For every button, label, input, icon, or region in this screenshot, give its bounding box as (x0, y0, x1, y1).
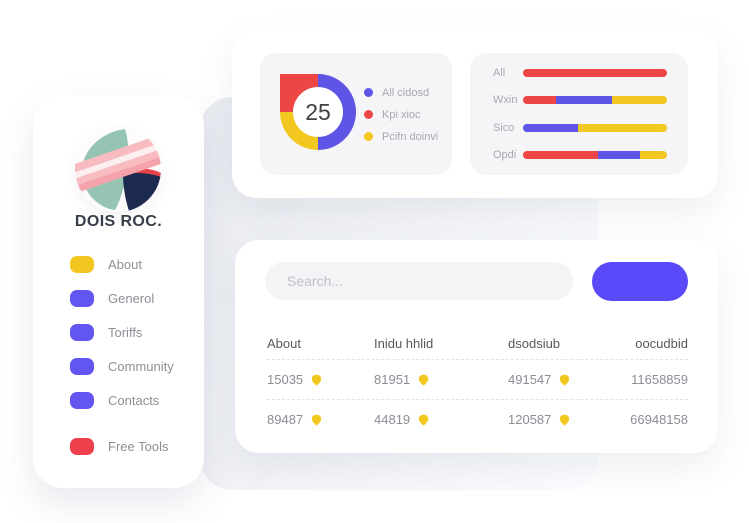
stacked-bar (523, 96, 667, 105)
sidebar-item-contacts[interactable]: Contacts (70, 383, 196, 417)
search-input[interactable] (265, 262, 573, 300)
shield-badge-icon (418, 414, 429, 425)
bar-row-wxin: Wxin (493, 94, 667, 106)
sidebar-item-generol[interactable]: Generol (70, 281, 196, 315)
legend-item: All cidosd (364, 86, 438, 99)
table-cell: 15035 (267, 372, 374, 387)
contacts-blob-icon (70, 388, 99, 409)
column-header: dsodsiub (508, 336, 561, 351)
shield-badge-icon (560, 374, 570, 385)
column-header: oocudbid (635, 336, 688, 351)
sidebar-menu: About Generol Toriffs Community Contacts… (70, 247, 196, 463)
stacked-bar (523, 69, 667, 77)
table-cell: 81951 (374, 372, 508, 387)
shield-badge-icon (311, 414, 322, 425)
table-cell: 44819 (374, 412, 508, 427)
brand-logo-icon (75, 126, 161, 212)
stats-card: 25 All cidosd Kpi xioc Pcifn doinvi (232, 30, 718, 198)
legend-item: Kpi xioc (364, 108, 438, 121)
bar-row-all: All (493, 67, 667, 79)
sidebar-item-community[interactable]: Community (70, 349, 196, 383)
legend-dot (364, 110, 373, 119)
toriffs-blob-icon (70, 320, 99, 341)
brand-name: DOIS ROC. (74, 213, 163, 230)
shield-badge-icon (311, 374, 322, 385)
sidebar-item-toriffs[interactable]: Toriffs (70, 315, 196, 349)
bar-row-sico: Sico (493, 122, 667, 134)
legend-dot (364, 88, 373, 97)
table-cell: 89487 (267, 412, 374, 427)
legend-item: Pcifn doinvi (364, 130, 438, 143)
donut-legend: All cidosd Kpi xioc Pcifn doinvi (364, 86, 438, 143)
bar-row-opdi: Opdi (493, 149, 667, 161)
stacked-bar (523, 150, 667, 159)
table-header-row: About Inidu hhlid dsodsiub oocudbid (267, 328, 688, 359)
table-card: About Inidu hhlid dsodsiub oocudbid 1503… (235, 240, 718, 453)
sidebar-item-free-tools[interactable]: Free Tools (70, 429, 196, 463)
stacked-bars-chart: All Wxin Sico Opdi (493, 67, 667, 161)
sidebar-item-about[interactable]: About (70, 247, 196, 281)
table-cell: 66948158 (630, 412, 688, 427)
free-tools-blob-icon (70, 434, 99, 455)
table-row[interactable]: 15035 81951 491547 11658859 (267, 359, 688, 399)
column-header: About (267, 336, 301, 351)
community-blob-icon (70, 354, 99, 375)
stacked-bar (523, 123, 667, 132)
donut-center-value: 25 (293, 87, 343, 137)
table-cell: 11658859 (631, 372, 688, 387)
table-row[interactable]: 89487 44819 120587 66948158 (267, 399, 688, 439)
generol-blob-icon (70, 286, 99, 307)
sidebar: DOIS ROC. About Generol Toriffs Communit… (33, 95, 204, 488)
stacked-bars-panel: All Wxin Sico Opdi (470, 53, 688, 175)
data-table: About Inidu hhlid dsodsiub oocudbid 1503… (267, 328, 688, 439)
donut-chart-panel: 25 All cidosd Kpi xioc Pcifn doinvi (260, 53, 452, 175)
legend-dot (364, 132, 373, 141)
primary-action-button[interactable] (592, 262, 688, 301)
shield-badge-icon (418, 374, 429, 385)
column-header: Inidu hhlid (374, 336, 434, 351)
table-cell: 120587 (508, 412, 618, 427)
shield-badge-icon (560, 414, 570, 425)
table-cell: 491547 (508, 372, 618, 387)
about-blob-icon (70, 252, 99, 273)
donut-chart: 25 (280, 74, 356, 150)
